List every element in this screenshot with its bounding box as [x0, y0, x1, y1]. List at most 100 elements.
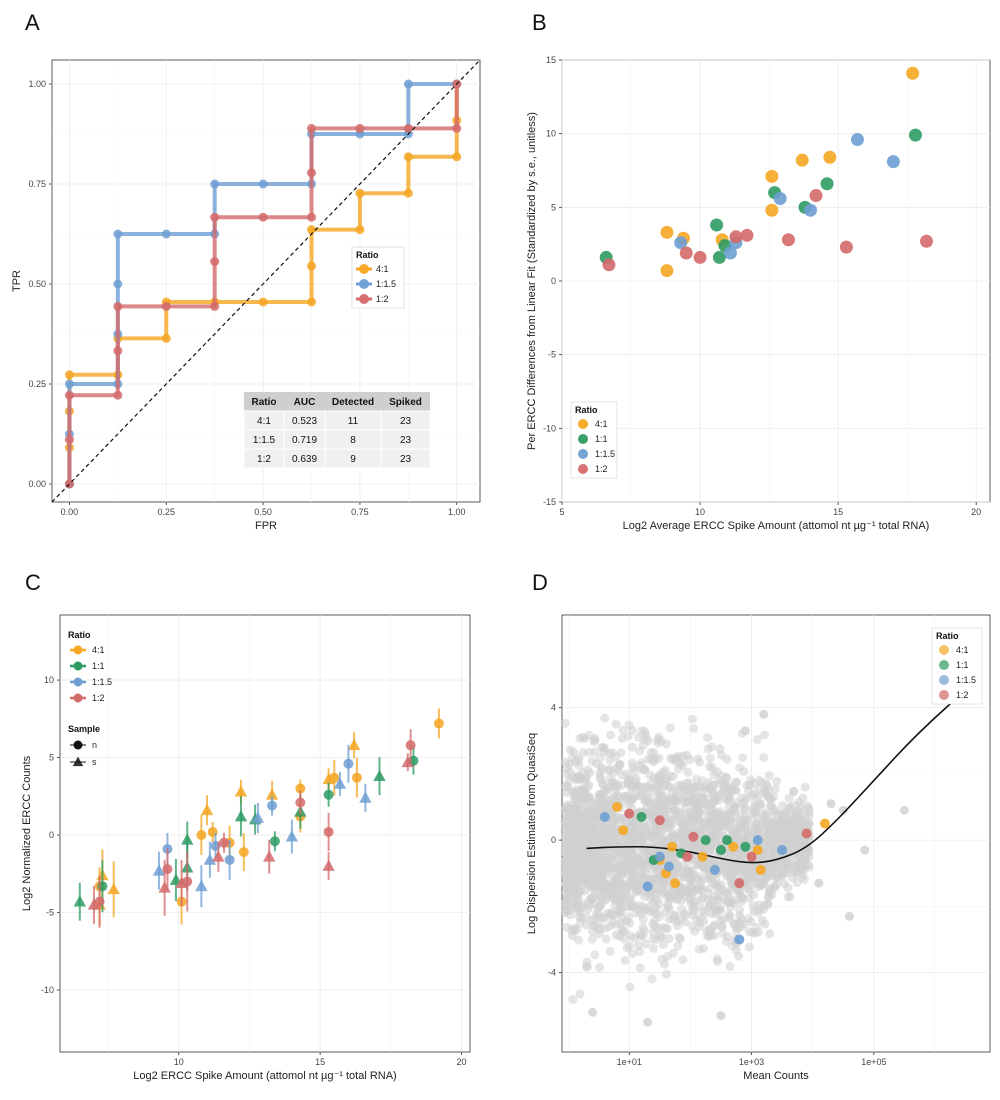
data-point-4:1 — [618, 825, 629, 836]
background-point — [580, 861, 590, 871]
background-point — [603, 784, 613, 794]
background-point — [692, 914, 702, 924]
normalized-counts-chart: 10 15 20 -10 -5 0 5 10 Log2 ERCC Spike Amount (a… — [21, 614, 471, 1082]
background-point — [765, 929, 775, 939]
background-point — [668, 754, 678, 764]
data-point-4:1 — [697, 851, 708, 862]
background-point — [562, 843, 572, 853]
background-point — [738, 753, 748, 763]
data-point-1:1 — [712, 250, 726, 264]
x-axis-label: FPR — [255, 520, 277, 532]
data-point-4:1 — [765, 169, 779, 183]
roc-point — [161, 301, 171, 311]
x-axis-label: Log2 ERCC Spike Amount (attomol nt µg⁻¹ … — [133, 1070, 396, 1082]
data-point-triangle-1:1 — [373, 769, 386, 782]
data-point-1:2 — [729, 230, 743, 244]
background-point — [792, 878, 802, 888]
background-point — [608, 748, 618, 758]
background-point — [705, 753, 715, 763]
x-tick-label: 1e+03 — [739, 1057, 764, 1067]
data-point-1:1.5 — [664, 861, 674, 872]
background-point — [754, 900, 764, 910]
roc-point — [307, 168, 317, 178]
data-point-triangle-4:1 — [265, 788, 279, 800]
roc-point — [355, 188, 365, 198]
background-point — [618, 725, 628, 735]
background-point — [759, 709, 769, 719]
legend-key-marker — [73, 645, 83, 655]
background-point — [665, 782, 675, 792]
background-point — [757, 915, 767, 925]
data-point-4:1 — [765, 203, 779, 217]
table-header-text: AUC — [294, 397, 316, 408]
background-point — [588, 1007, 598, 1017]
roc-point — [64, 435, 74, 445]
background-point — [625, 840, 635, 850]
background-point — [563, 825, 573, 835]
background-point — [633, 941, 643, 951]
y-tick-label: 0 — [551, 835, 556, 845]
background-point — [679, 797, 689, 807]
background-point — [662, 818, 672, 828]
roc-point — [452, 123, 462, 133]
table-cell-text: 0.523 — [292, 416, 317, 427]
data-point-triangle-1:1.5 — [333, 777, 347, 789]
background-point — [749, 906, 759, 916]
data-point-1:2 — [809, 189, 823, 203]
data-point-1:1.5 — [599, 811, 610, 822]
legend-label: 1:1.5 — [92, 677, 112, 687]
y-axis-label: Log Dispersion Estimates from QuasiSeq — [526, 733, 538, 934]
background-point — [570, 891, 580, 901]
background-point — [643, 1017, 653, 1027]
background-point — [653, 735, 663, 745]
background-point — [766, 884, 776, 894]
data-point-1:2 — [602, 258, 616, 272]
background-point — [838, 805, 848, 815]
background-point — [648, 943, 658, 953]
background-point — [683, 868, 693, 878]
background-point — [660, 804, 670, 814]
background-point — [591, 852, 601, 862]
residual-scatter-chart: 5 10 15 20 -15 -10 -5 0 5 10 15 Log2 Average ERCC S… — [526, 55, 991, 532]
background-point — [625, 918, 635, 928]
background-point — [691, 804, 701, 814]
legend-label: 4:1 — [595, 419, 608, 429]
background-point — [597, 765, 607, 775]
background-point — [677, 819, 687, 829]
data-point-1:1 — [722, 835, 733, 846]
background-point — [598, 832, 608, 842]
background-point — [769, 842, 779, 852]
table-header-cell — [381, 392, 430, 411]
roc-point — [355, 225, 365, 235]
data-point-1:1.5 — [709, 864, 720, 875]
background-point — [714, 775, 724, 785]
data-point-4:1 — [612, 802, 623, 813]
roc-point — [113, 346, 123, 356]
background-point — [735, 905, 745, 915]
background-point — [703, 902, 713, 912]
background-point — [744, 927, 754, 937]
roc-point — [161, 333, 171, 343]
background-point — [798, 852, 808, 862]
background-point — [725, 961, 735, 971]
roc-point — [355, 123, 365, 133]
data-point-1:2 — [693, 250, 707, 264]
background-point — [681, 786, 691, 796]
background-point — [693, 883, 703, 893]
data-point-4:1 — [795, 153, 809, 167]
x-tick-label: 15 — [833, 507, 843, 517]
panel-label-d: D — [532, 570, 548, 595]
background-point — [765, 801, 775, 811]
roc-point — [210, 212, 220, 222]
background-point — [642, 797, 652, 807]
background-point — [776, 871, 786, 881]
roc-point — [113, 301, 123, 311]
data-point-1:1.5 — [654, 851, 665, 862]
background-point — [712, 819, 722, 829]
background-point — [778, 815, 788, 825]
background-point — [573, 795, 583, 805]
background-point — [750, 873, 760, 883]
background-point — [635, 761, 645, 771]
data-point-triangle-1:1.5 — [195, 879, 208, 892]
